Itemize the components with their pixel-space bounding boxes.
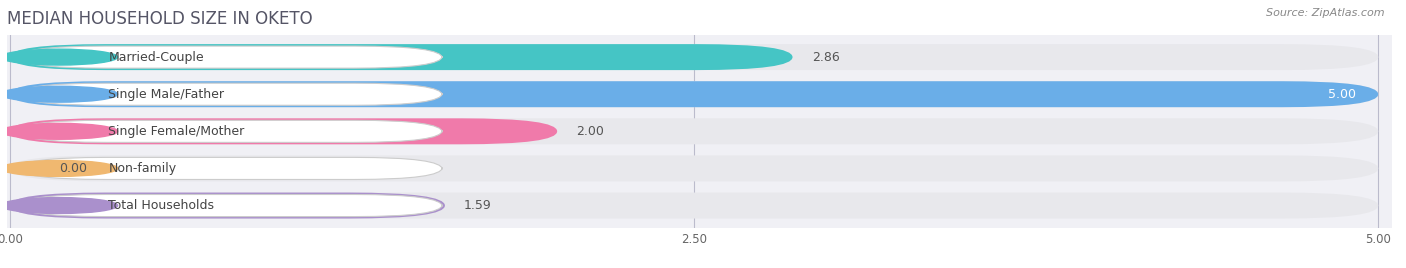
Circle shape (0, 86, 118, 102)
FancyBboxPatch shape (10, 155, 1378, 181)
Text: 0.00: 0.00 (59, 162, 87, 175)
Circle shape (0, 123, 118, 139)
FancyBboxPatch shape (18, 157, 443, 180)
FancyBboxPatch shape (10, 81, 1378, 107)
Text: 5.00: 5.00 (1329, 88, 1357, 101)
FancyBboxPatch shape (10, 192, 444, 218)
Circle shape (0, 49, 118, 65)
FancyBboxPatch shape (18, 195, 443, 217)
FancyBboxPatch shape (10, 118, 1378, 144)
FancyBboxPatch shape (18, 46, 443, 68)
Text: Source: ZipAtlas.com: Source: ZipAtlas.com (1267, 8, 1385, 18)
FancyBboxPatch shape (10, 192, 1378, 218)
Text: Total Households: Total Households (108, 199, 214, 212)
FancyBboxPatch shape (18, 83, 443, 105)
Text: MEDIAN HOUSEHOLD SIZE IN OKETO: MEDIAN HOUSEHOLD SIZE IN OKETO (7, 10, 312, 28)
Circle shape (0, 161, 118, 176)
Circle shape (0, 198, 118, 214)
Text: 2.86: 2.86 (811, 51, 839, 64)
Text: 2.00: 2.00 (576, 125, 605, 138)
Text: Married-Couple: Married-Couple (108, 51, 204, 64)
Text: Non-family: Non-family (108, 162, 176, 175)
FancyBboxPatch shape (10, 81, 1378, 107)
FancyBboxPatch shape (10, 44, 793, 70)
Text: 1.59: 1.59 (464, 199, 492, 212)
Text: Single Male/Father: Single Male/Father (108, 88, 225, 101)
Text: Single Female/Mother: Single Female/Mother (108, 125, 245, 138)
FancyBboxPatch shape (10, 118, 557, 144)
FancyBboxPatch shape (10, 44, 1378, 70)
FancyBboxPatch shape (18, 120, 443, 142)
